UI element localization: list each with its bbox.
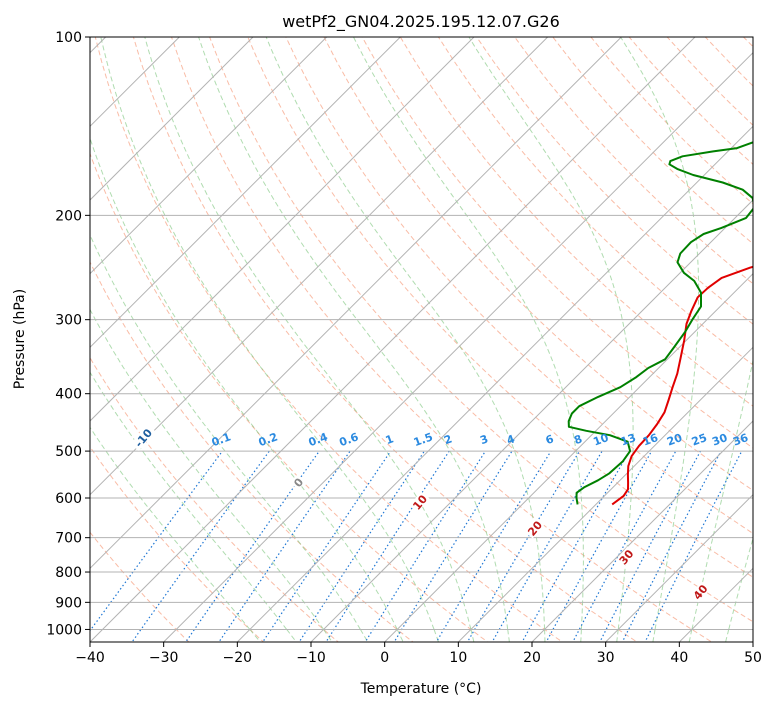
moist-adiabat bbox=[352, 37, 584, 642]
y-tick-label: 200 bbox=[55, 208, 82, 224]
dry-adiabat bbox=[94, 37, 564, 642]
y-tick-label: 900 bbox=[55, 595, 82, 611]
mixing-ratio-label: 1.5 bbox=[412, 430, 435, 449]
isotherms bbox=[90, 37, 753, 642]
isotherm bbox=[531, 420, 753, 642]
mixing-ratio-label: 0.2 bbox=[257, 430, 280, 449]
moist-adiabat bbox=[90, 136, 404, 642]
dry-adiabat bbox=[361, 37, 753, 449]
moist-adiabat-label-bg bbox=[524, 517, 545, 539]
mixing-ratio-label: 0.4 bbox=[307, 430, 330, 449]
x-tick-label: 0 bbox=[380, 650, 389, 666]
profile-lines bbox=[567, 141, 753, 506]
dry-adiabat bbox=[170, 37, 713, 642]
moist-adiabat bbox=[725, 536, 753, 642]
isotherm bbox=[90, 37, 622, 570]
mixing-ratio-label: 16 bbox=[641, 431, 660, 449]
isotherm bbox=[90, 37, 254, 201]
x-tick-label: −40 bbox=[75, 650, 105, 666]
y-tick-label: 100 bbox=[55, 30, 82, 46]
x-tick-label: −20 bbox=[223, 650, 253, 666]
moist-adiabat bbox=[90, 371, 297, 642]
moist-adiabat-label-bg bbox=[409, 491, 430, 513]
moist-adiabat bbox=[144, 37, 475, 642]
isotherm bbox=[310, 199, 753, 642]
y-tick-label: 300 bbox=[55, 313, 82, 329]
plot-frame bbox=[89, 36, 754, 643]
isotherm bbox=[605, 493, 753, 642]
mixing-ratio-label: 10 bbox=[591, 431, 610, 449]
y-tick-label: 500 bbox=[55, 444, 82, 460]
y-tick-label: 600 bbox=[55, 491, 82, 507]
y-axis-label: Pressure (hPa) bbox=[12, 289, 28, 389]
chart-title: wetPf2_GN04.2025.195.12.07.G26 bbox=[282, 12, 560, 32]
moist-adiabat-label-bg bbox=[689, 581, 711, 603]
mixing-ratio-label: 1 bbox=[384, 432, 396, 447]
dry-adiabat bbox=[132, 37, 638, 642]
dry-adiabat bbox=[90, 531, 190, 642]
mixing-ratio-label: 13 bbox=[619, 431, 638, 448]
y-tick-label: 400 bbox=[55, 387, 82, 403]
isotherm bbox=[90, 37, 328, 275]
dry-adiabat-label-bg bbox=[130, 424, 156, 451]
y-tick-label: 800 bbox=[55, 565, 82, 581]
dry-adiabat bbox=[90, 446, 265, 642]
y-axis-ticks: 100 200 300 400 500 600 700 800 900 1000 bbox=[46, 30, 90, 638]
x-tick-label: −30 bbox=[149, 650, 179, 666]
mixing-ratio-label: 4 bbox=[505, 432, 517, 447]
isotherm bbox=[90, 37, 549, 496]
dry-adiabat bbox=[399, 37, 753, 407]
mixing-ratio-label: 6 bbox=[544, 432, 556, 447]
moist-adiabat bbox=[90, 233, 369, 642]
mixing-ratio-label: 20 bbox=[665, 431, 684, 449]
dry-adiabat bbox=[285, 37, 753, 535]
isotherm bbox=[90, 37, 696, 642]
isotherm bbox=[384, 272, 753, 642]
isotherm bbox=[163, 51, 753, 642]
y-tick-label: 1000 bbox=[46, 622, 82, 638]
profile-line bbox=[567, 141, 753, 505]
dry-adiabat bbox=[90, 260, 414, 642]
moist-adiabat bbox=[468, 37, 634, 642]
mixing-ratio-label: 0.1 bbox=[210, 430, 233, 449]
moist-adiabat bbox=[620, 37, 700, 642]
x-axis-ticks: −40 −30 −20 −10 0 10 20 30 40 50 bbox=[75, 642, 762, 666]
dry-adiabat bbox=[209, 37, 753, 623]
isotherm bbox=[90, 37, 475, 422]
mixing-ratio-label: 8 bbox=[572, 432, 584, 447]
mixing-ratio-label: 2 bbox=[442, 432, 454, 447]
x-tick-label: −10 bbox=[296, 650, 326, 666]
x-tick-label: 50 bbox=[744, 650, 762, 666]
moist-adiabat bbox=[90, 426, 261, 642]
moist-adiabat bbox=[198, 37, 510, 642]
mixing-ratio-label: 0.6 bbox=[338, 430, 361, 449]
isotherm bbox=[457, 346, 753, 642]
moist-adiabat bbox=[100, 37, 440, 642]
mixing-ratio-label: 25 bbox=[690, 431, 709, 448]
isotherm bbox=[90, 37, 401, 349]
x-tick-label: 40 bbox=[670, 650, 688, 666]
moist-adiabat bbox=[265, 37, 546, 642]
mixing-ratio-label: 3 bbox=[478, 432, 490, 447]
moist-adiabat-label-bg bbox=[290, 474, 306, 491]
dry-adiabat bbox=[514, 37, 753, 285]
y-tick-label: 700 bbox=[55, 531, 82, 547]
x-tick-label: 20 bbox=[523, 650, 541, 666]
x-axis-label: Temperature (°C) bbox=[360, 681, 482, 697]
mixing-ratio-label: 30 bbox=[710, 431, 729, 449]
moist-adiabat-label-bg bbox=[615, 546, 636, 568]
isotherm bbox=[236, 125, 753, 642]
x-tick-label: 30 bbox=[597, 650, 615, 666]
mixing-ratio-label: 36 bbox=[731, 431, 750, 449]
dry-adiabat bbox=[476, 37, 753, 325]
profile-line bbox=[611, 265, 753, 506]
x-tick-label: 10 bbox=[449, 650, 467, 666]
